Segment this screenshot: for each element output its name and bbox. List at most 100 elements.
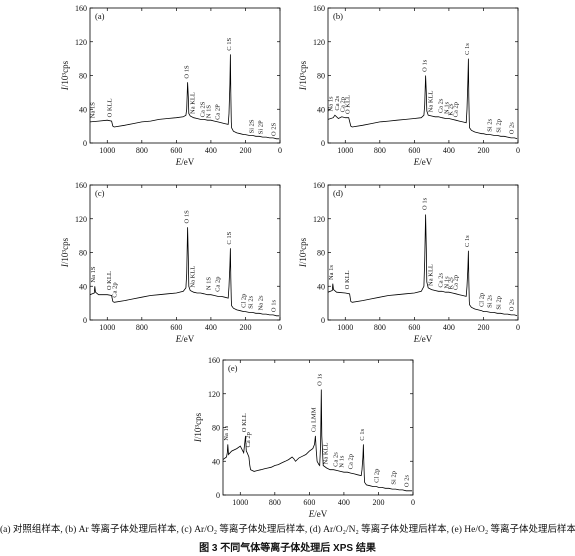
peak-label: O KLL bbox=[107, 98, 114, 117]
panel-d: 0 40 80 120 160 1000 800 600 400 200 0 E/eV I/10³cps… bbox=[298, 181, 520, 344]
peak-label: C 1s bbox=[464, 43, 471, 55]
peak-label: Na 1s bbox=[327, 96, 334, 111]
y-tick-label: 120 bbox=[313, 38, 325, 47]
peak-label: Na KLL bbox=[428, 90, 435, 112]
y-tick-label: 0 bbox=[321, 316, 325, 325]
spectrum-line bbox=[223, 389, 413, 492]
x-axis-label: E/eV bbox=[308, 509, 328, 519]
peak-label: Ca 2p bbox=[348, 454, 355, 469]
peak-label: O 1S bbox=[183, 65, 190, 79]
peak-label: O 1s bbox=[316, 373, 323, 386]
spectrum-line bbox=[90, 54, 280, 140]
peak-label: Na 1S bbox=[89, 102, 96, 118]
peak-label: Ca 2p bbox=[453, 275, 460, 290]
peak-label: Ca 2p bbox=[111, 282, 118, 297]
x-tick-label: 400 bbox=[443, 146, 455, 155]
peak-label: Ca 2S bbox=[199, 101, 206, 117]
y-tick-label: 160 bbox=[313, 181, 325, 190]
y-tick-label: 40 bbox=[317, 105, 325, 114]
peak-label: Si 2s bbox=[487, 295, 494, 308]
y-axis-label: I/10³cps bbox=[60, 237, 70, 268]
panel-b: 0 40 80 120 160 1000 800 600 400 200 0 E/eV I/10³cps… bbox=[298, 4, 520, 167]
peak-label: Cl 2p bbox=[373, 469, 380, 483]
peak-label: O 1s bbox=[421, 197, 428, 210]
figure-title: 图 3 不同气体等离子体处理后 XPS 结果 bbox=[199, 543, 376, 554]
y-axis-label: I/10³cps bbox=[60, 60, 70, 91]
peak-label: Ca 2p bbox=[245, 432, 252, 447]
peak-label: C 1S bbox=[226, 38, 233, 51]
y-tick-label: 0 bbox=[83, 139, 87, 148]
peak-label: Na 1s bbox=[328, 265, 335, 280]
peak-label: O KLL bbox=[106, 271, 113, 290]
y-tick-label: 80 bbox=[79, 72, 87, 81]
peak-label: C 1S bbox=[226, 231, 233, 244]
peak-label: K 2s bbox=[448, 277, 455, 290]
peak-label: Si 2p bbox=[495, 296, 502, 310]
peak-label: Ca 2P bbox=[215, 104, 222, 120]
x-tick-label: 400 bbox=[205, 323, 217, 332]
x-tick-label: 1000 bbox=[337, 323, 353, 332]
peak-label: O KLL bbox=[241, 413, 248, 432]
x-tick-label: 800 bbox=[136, 323, 148, 332]
peak-label: C 1s bbox=[464, 235, 471, 247]
peak-label: O KLL bbox=[345, 95, 352, 114]
peak-label: N 1s bbox=[339, 455, 346, 468]
panel-e: 0 40 80 120 160 1000 800 600 400 200 0 E/eV I/10³cps… bbox=[193, 356, 415, 519]
x-tick-label: 200 bbox=[477, 323, 489, 332]
y-tick-label: 120 bbox=[75, 215, 87, 224]
peak-label: Ca 2s bbox=[437, 273, 444, 288]
peak-label: Ca 2s bbox=[332, 452, 339, 467]
y-tick-label: 40 bbox=[212, 457, 220, 466]
y-tick-label: 160 bbox=[75, 4, 87, 13]
x-tick-label: 200 bbox=[477, 146, 489, 155]
peak-label: Si 2P bbox=[257, 120, 264, 134]
y-tick-label: 160 bbox=[313, 4, 325, 13]
peak-label: N 1S bbox=[206, 105, 213, 119]
y-tick-label: 120 bbox=[313, 215, 325, 224]
panel-c: 0 40 80 120 160 1000 800 600 400 200 0 E/eV I/10³cps… bbox=[60, 181, 282, 344]
peak-label: Na 1s bbox=[223, 425, 230, 440]
peak-label: Na 2s bbox=[257, 295, 264, 310]
panel-a: 0 40 80 120 160 1000 800 600 400 200 0 E/eV I/10³cps… bbox=[60, 4, 282, 167]
peak-label: Si 2S bbox=[249, 119, 256, 133]
peak-label: Ca 2p bbox=[339, 97, 346, 112]
peak-label: Ca 2s bbox=[437, 98, 444, 113]
y-axis-label: I/10³cps bbox=[298, 237, 308, 268]
panel-label: (e) bbox=[228, 363, 238, 373]
x-tick-label: 400 bbox=[205, 146, 217, 155]
peak-label: Na 1S bbox=[90, 266, 97, 282]
x-tick-label: 600 bbox=[170, 323, 182, 332]
x-tick-label: 1000 bbox=[232, 498, 248, 507]
x-axis-label: E/eV bbox=[413, 334, 433, 344]
x-tick-label: 1000 bbox=[99, 146, 115, 155]
peak-label: Na KLL bbox=[428, 264, 435, 286]
y-axis-label: I/10³cps bbox=[193, 412, 203, 443]
spectrum-line bbox=[328, 58, 518, 140]
peak-label: Na KLL bbox=[190, 92, 197, 114]
peak-label: C 1s bbox=[359, 428, 366, 440]
y-tick-label: 160 bbox=[208, 356, 220, 365]
y-tick-label: 40 bbox=[79, 282, 87, 291]
peak-label: N 1s bbox=[444, 276, 451, 289]
peak-label: O 2S bbox=[271, 122, 278, 136]
peak-label: Na KLL bbox=[190, 266, 197, 288]
panel-label: (b) bbox=[333, 11, 343, 21]
peak-label: Si 2s bbox=[487, 118, 494, 131]
spectrum-line bbox=[328, 214, 518, 317]
y-tick-label: 120 bbox=[208, 390, 220, 399]
x-tick-label: 600 bbox=[408, 146, 420, 155]
x-tick-label: 1000 bbox=[337, 146, 353, 155]
x-tick-label: 400 bbox=[443, 323, 455, 332]
x-tick-label: 0 bbox=[516, 146, 520, 155]
peak-label: O 1s bbox=[271, 300, 278, 313]
y-tick-label: 80 bbox=[317, 249, 325, 258]
peak-label: O 2s bbox=[509, 299, 516, 312]
x-tick-label: 0 bbox=[278, 323, 282, 332]
x-tick-label: 0 bbox=[411, 498, 415, 507]
peak-label: Na KLL bbox=[323, 442, 330, 464]
x-tick-label: 600 bbox=[408, 323, 420, 332]
peak-label: Cl 2p bbox=[240, 294, 247, 308]
x-tick-label: 0 bbox=[278, 146, 282, 155]
x-tick-label: 600 bbox=[303, 498, 315, 507]
